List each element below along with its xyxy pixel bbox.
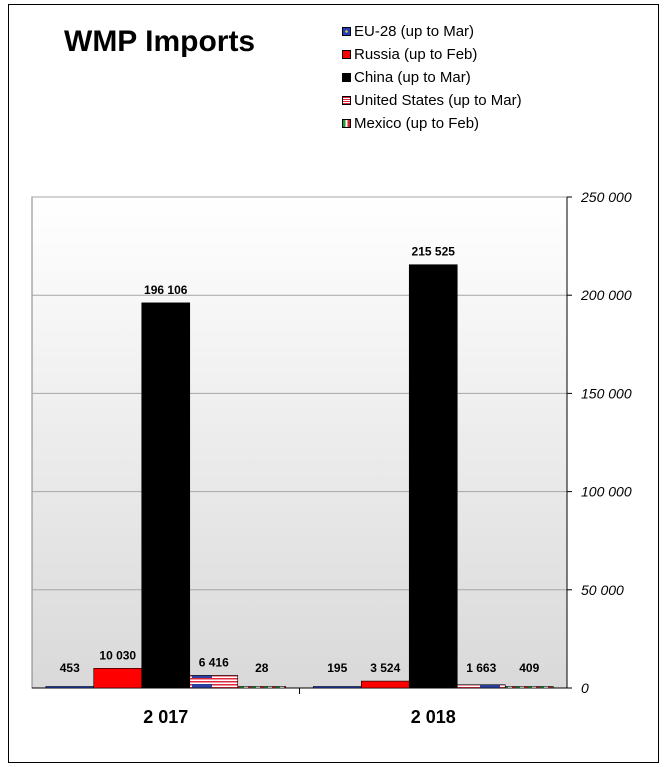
legend-item-eu28: EU-28 (up to Mar) [342,20,522,43]
bar-1-1 [360,680,410,689]
data-label: 215 525 [412,245,456,259]
y-tick-label: 100 000 [581,484,632,500]
bar-0-1 [312,686,362,689]
legend-label-russia: Russia (up to Feb) [354,46,478,63]
data-label: 3 524 [370,661,400,675]
black-swatch-icon [342,73,351,82]
y-tick-label: 200 000 [580,287,632,303]
bar-3-1 [456,684,506,689]
legend-label-united-states: United States (up to Mar) [354,92,522,109]
bar-3-0 [189,675,239,689]
data-label: 6 416 [199,655,229,669]
legend: EU-28 (up to Mar) Russia (up to Feb) Chi… [342,20,522,135]
legend-item-mexico: Mexico (up to Feb) [342,112,522,135]
data-label: 195 [327,661,347,675]
y-tick-label: 0 [581,680,589,696]
plot-area [31,196,568,689]
data-label: 453 [60,661,80,675]
us-flag-swatch-icon [342,96,351,105]
y-tick-label: 50 000 [581,582,624,598]
data-label: 409 [519,661,539,675]
legend-label-china: China (up to Mar) [354,69,471,86]
data-label: 196 106 [144,283,188,297]
mexico-flag-swatch-icon [342,119,351,128]
bar-1-0 [93,668,143,689]
bar-0-0 [45,686,95,689]
bar-4-0 [237,686,287,689]
data-label: 1 663 [466,661,496,675]
chart-title: WMP Imports [64,25,256,58]
data-label: 10 030 [99,648,136,662]
legend-label-eu28: EU-28 (up to Mar) [354,23,475,40]
y-tick-label: 150 000 [581,385,632,401]
y-tick-label: 250 000 [580,189,632,205]
data-label: 28 [255,661,269,675]
legend-item-china: China (up to Mar) [342,66,522,89]
eu-flag-swatch-icon [342,27,351,36]
red-swatch-icon [342,50,351,59]
legend-item-united-states: United States (up to Mar) [342,89,522,112]
category-label: 2 017 [143,707,188,727]
category-label: 2 018 [411,707,456,727]
legend-item-russia: Russia (up to Feb) [342,43,522,66]
legend-label-mexico: Mexico (up to Feb) [354,115,480,132]
bar-2-0 [141,302,191,689]
bar-4-1 [504,686,554,689]
bar-2-1 [408,264,458,689]
